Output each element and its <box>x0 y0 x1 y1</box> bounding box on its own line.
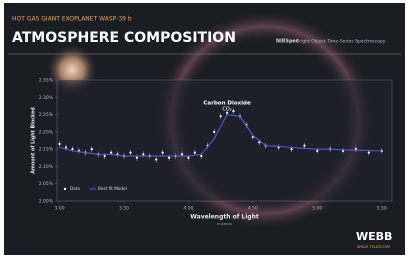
x-tick-label: 3.50 <box>119 206 129 212</box>
data-point <box>168 157 170 159</box>
legend-marker <box>64 188 66 190</box>
data-point <box>200 155 202 157</box>
data-point <box>110 152 112 154</box>
x-tick-label: 4.50 <box>248 206 258 212</box>
data-point <box>58 143 60 145</box>
data-point <box>220 115 222 117</box>
data-point <box>142 153 144 155</box>
kicker: HOT GAS GIANT EXOPLANET WASP-39 b <box>12 16 132 23</box>
logo: WEBB <box>356 230 392 243</box>
x-axis-unit: microns <box>217 221 232 226</box>
data-point <box>181 153 183 155</box>
data-point <box>303 145 305 147</box>
legend-label: Data <box>70 186 80 191</box>
y-tick-label: 2.10% <box>39 164 54 170</box>
y-tick-label: 2.15% <box>39 147 54 153</box>
plot-area <box>57 80 392 201</box>
data-point <box>187 157 189 159</box>
data-point <box>155 158 157 160</box>
y-tick-label: 2.25% <box>39 112 54 118</box>
data-point <box>368 152 370 154</box>
mode: Bright Object Time-Series Spectroscopy <box>296 39 386 45</box>
data-point <box>232 110 234 112</box>
data-point <box>91 148 93 150</box>
data-point <box>136 157 138 159</box>
data-point <box>316 150 318 152</box>
x-tick-label: 3.00 <box>55 206 65 212</box>
y-tick-label: 2.00% <box>39 199 54 205</box>
x-axis-label: Wavelength of Light <box>190 214 259 221</box>
data-point <box>213 131 215 133</box>
x-tick-label: 5.00 <box>312 206 322 212</box>
data-point <box>129 152 131 154</box>
data-point <box>104 155 106 157</box>
infographic: HOT GAS GIANT EXOPLANET WASP-39 b ATMOSP… <box>0 0 409 258</box>
data-point <box>71 148 73 150</box>
data-point <box>65 146 67 148</box>
data-point <box>162 152 164 154</box>
data-point <box>194 152 196 154</box>
y-tick-label: 2.35% <box>39 78 54 84</box>
legend-label: Best fit Model <box>98 186 127 191</box>
y-tick-label: 2.05% <box>39 181 54 187</box>
page: {"header": {"kicker": "HOT GAS GIANT EXO… <box>0 0 409 258</box>
data-point <box>290 148 292 150</box>
data-point <box>226 112 228 114</box>
x-tick-label: 5.50 <box>377 206 387 212</box>
x-tick-label: 4.00 <box>183 206 193 212</box>
title: ATMOSPHERE COMPOSITION <box>12 30 236 46</box>
y-tick-label: 2.20% <box>39 129 54 135</box>
y-tick-label: 2.30% <box>39 95 54 101</box>
y-axis-label: Amount of Light Blocked <box>31 107 37 174</box>
logo-sub: SPACE TELESCOPE <box>357 245 391 249</box>
